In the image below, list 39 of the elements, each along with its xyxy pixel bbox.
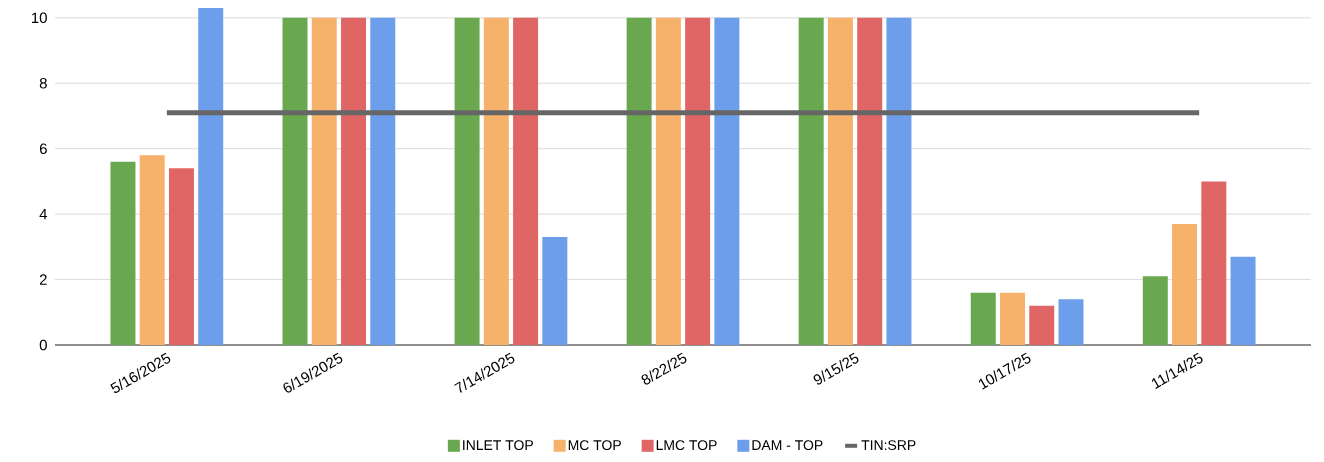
bar <box>198 8 224 345</box>
bar <box>999 292 1025 345</box>
bar <box>655 17 681 345</box>
bar <box>1230 256 1256 345</box>
y-tick-label: 8 <box>39 77 47 89</box>
bar <box>1172 223 1198 345</box>
bar <box>685 17 711 345</box>
legend-label: DAM - TOP <box>752 440 823 451</box>
bar <box>827 17 853 345</box>
bar <box>1058 299 1084 345</box>
bar <box>542 237 568 345</box>
bar <box>1142 276 1168 345</box>
legend-label: LMC TOP <box>656 440 717 451</box>
legend-label: MC TOP <box>568 440 621 451</box>
y-tick-label: 0 <box>39 339 47 351</box>
bar <box>370 17 396 345</box>
bar <box>282 17 308 345</box>
bar <box>454 17 480 345</box>
legend-label: TIN:SRP <box>861 440 916 451</box>
y-tick-label: 4 <box>39 208 48 220</box>
y-tick-label: 2 <box>39 274 47 285</box>
bar <box>798 17 824 345</box>
y-tick-label: 10 <box>32 12 47 24</box>
y-tick-label: 6 <box>39 143 47 154</box>
bar <box>714 17 740 345</box>
bar <box>626 17 652 345</box>
bar <box>970 292 996 345</box>
bar <box>139 155 165 345</box>
bar <box>857 17 883 345</box>
bar <box>483 17 509 345</box>
bar <box>513 17 539 345</box>
legend-label: INLET TOP <box>463 440 533 451</box>
bar <box>886 17 912 345</box>
bar <box>168 168 194 345</box>
bar <box>1029 305 1055 345</box>
bar <box>311 17 337 345</box>
bar <box>1201 181 1227 345</box>
bar <box>341 17 367 345</box>
bar <box>110 161 136 345</box>
